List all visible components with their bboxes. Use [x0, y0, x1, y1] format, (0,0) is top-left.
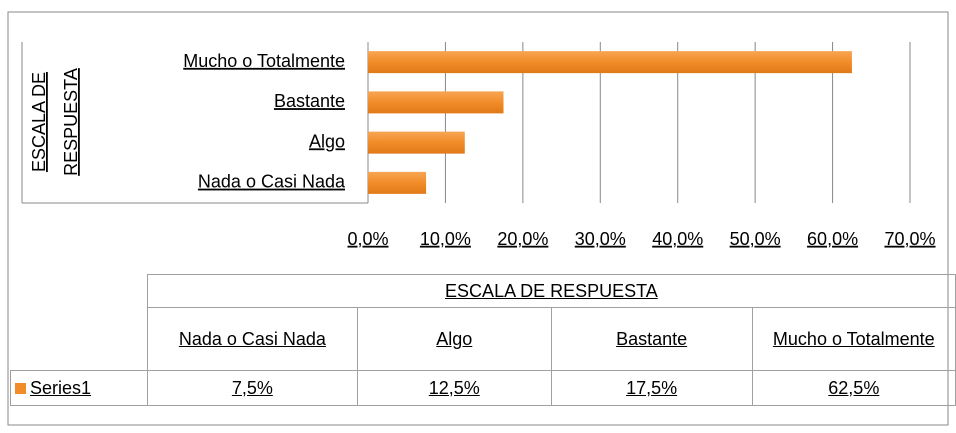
value-label: 62,5%	[828, 377, 880, 398]
value-label: 17,5%	[626, 377, 678, 398]
bar	[368, 171, 427, 194]
table-cell: 17,5%	[550, 370, 753, 406]
y-tick-label: Mucho o Totalmente	[183, 51, 345, 71]
bar	[368, 131, 465, 154]
table-cell: 12,5%	[356, 370, 552, 406]
y-tick-label: Nada o Casi Nada	[198, 172, 346, 192]
y-tick-label: Bastante	[274, 91, 345, 111]
table-cell: Nada o Casi Nada	[146, 307, 358, 371]
table-cell: Algo	[356, 307, 552, 371]
x-tick-label: 30,0%	[575, 229, 626, 249]
x-tick-label: 0,0%	[347, 229, 388, 249]
x-tick-label: 50,0%	[730, 229, 781, 249]
category-label: Nada o Casi Nada	[178, 328, 326, 349]
category-label: Mucho o Totalmente	[772, 328, 935, 349]
data-table: ESCALA DE RESPUESTA Nada o Casi Nada Algo…	[10, 274, 956, 406]
bar	[368, 51, 852, 74]
x-tick-label: 40,0%	[652, 229, 703, 249]
axis-title: ESCALA DE RESPUESTA	[29, 68, 81, 176]
table-cell: 62,5%	[751, 370, 956, 406]
chart-frame	[7, 11, 949, 426]
y-tick-label: Algo	[309, 131, 345, 151]
category-label: Bastante	[616, 328, 688, 349]
legend-swatch	[15, 383, 26, 395]
x-tick-label: 10,0%	[420, 229, 471, 249]
value-label: 12,5%	[428, 377, 480, 398]
table-cell: 7,5%	[146, 370, 358, 406]
table-cell: Bastante	[550, 307, 753, 371]
legend-label: Series1	[30, 377, 92, 398]
bar	[368, 91, 504, 114]
x-tick-label: 60,0%	[807, 229, 858, 249]
table-header: ESCALA DE RESPUESTA	[445, 280, 658, 301]
category-label: Algo	[436, 328, 473, 349]
x-tick-label: 70,0%	[884, 229, 935, 249]
value-label: 7,5%	[231, 377, 273, 398]
x-tick-label: 20,0%	[497, 229, 548, 249]
table-cell: Mucho o Totalmente	[751, 307, 956, 371]
